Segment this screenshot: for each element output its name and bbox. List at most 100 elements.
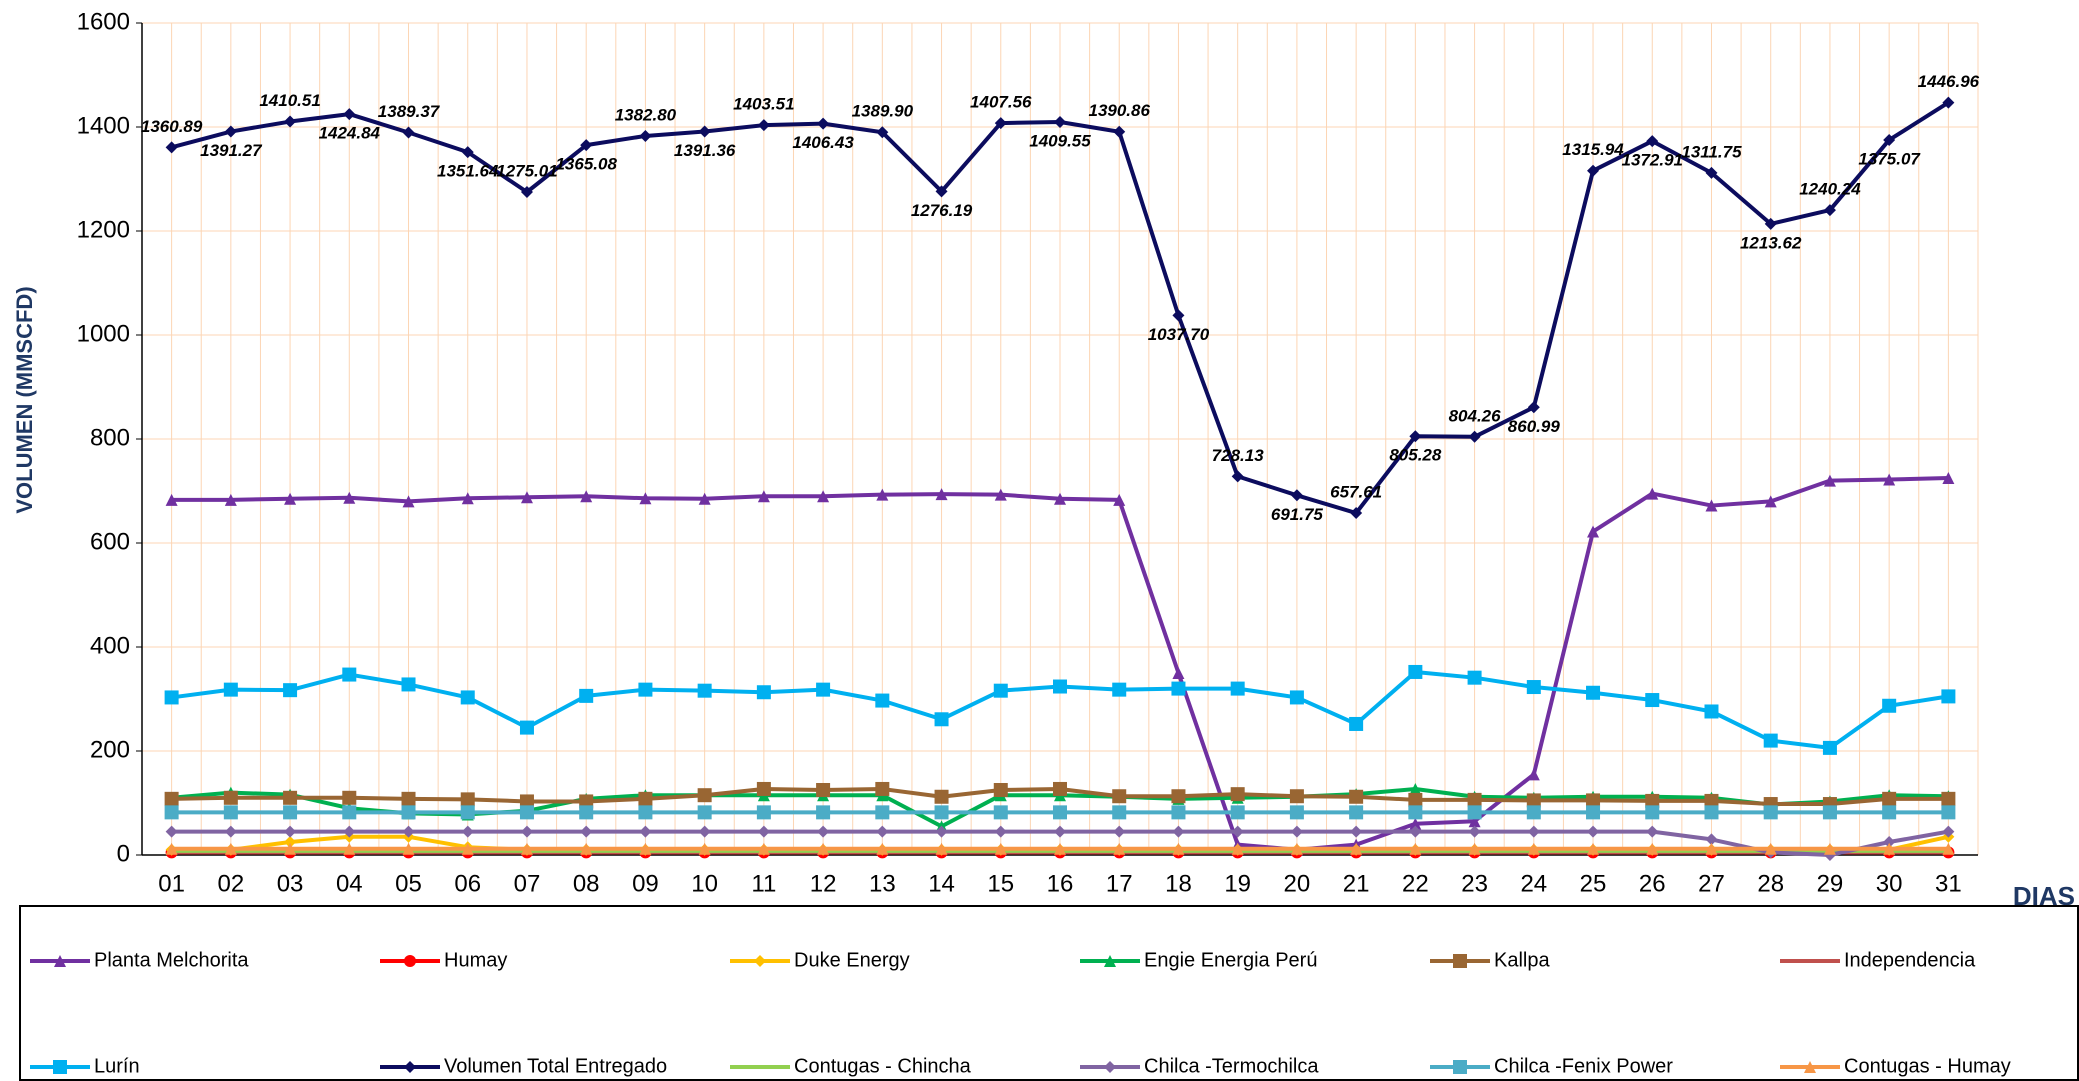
data-point (223, 790, 238, 805)
legend-marker (1453, 954, 1467, 968)
data-point (1941, 805, 1956, 820)
data-point (1883, 836, 1896, 848)
data-point (876, 825, 889, 838)
x-tick-label: 23 (1461, 870, 1488, 897)
data-point (1942, 842, 1955, 855)
x-tick-label: 04 (336, 870, 363, 897)
data-point (1172, 842, 1185, 855)
data-point (520, 842, 533, 855)
data-point (1408, 664, 1423, 679)
data-point (1822, 805, 1837, 820)
data-point (1468, 842, 1481, 855)
x-tick-label: 24 (1520, 870, 1547, 897)
data-point (1468, 430, 1481, 443)
data-point (1882, 791, 1897, 806)
data-point (460, 805, 475, 820)
y-tick-label: 1400 (77, 112, 130, 139)
data-point (816, 682, 831, 697)
data-point (1113, 825, 1126, 838)
data-point (934, 712, 949, 727)
data-point (580, 139, 593, 152)
data-point (461, 492, 474, 505)
data-label: 1276.19 (911, 201, 973, 220)
data-point (1823, 474, 1836, 487)
data-point (638, 805, 653, 820)
y-tick-label: 200 (90, 736, 130, 763)
data-point (756, 685, 771, 700)
data-point (580, 490, 593, 503)
data-point (934, 789, 949, 804)
data-label: 1406.43 (792, 133, 854, 152)
data-point (343, 842, 356, 855)
data-point (1290, 842, 1303, 855)
data-label: 1382.80 (615, 105, 677, 124)
data-point (1645, 805, 1660, 820)
y-tick-label: 1000 (77, 320, 130, 347)
data-point (935, 825, 948, 838)
data-point (993, 783, 1008, 797)
data-label: 1275.01 (496, 161, 557, 180)
data-point (1054, 116, 1066, 129)
data-label: 1389.37 (378, 102, 441, 121)
data-point (284, 492, 297, 505)
data-point (580, 842, 593, 855)
data-point (994, 488, 1007, 501)
data-point (1409, 817, 1422, 830)
data-point (343, 491, 356, 504)
data-point (816, 805, 831, 820)
x-tick-label: 19 (1224, 870, 1251, 897)
data-point (1349, 805, 1364, 820)
data-point (1763, 733, 1778, 748)
data-point (401, 791, 416, 806)
data-point (1289, 789, 1304, 804)
legend-label: Volumen Total Entregado (444, 1055, 667, 1077)
data-point (698, 125, 711, 138)
data-point (638, 682, 653, 697)
x-tick-label: 03 (277, 870, 304, 897)
data-point (1527, 401, 1540, 414)
data-point (757, 490, 770, 503)
x-tick-label: 29 (1817, 870, 1844, 897)
x-tick-label: 17 (1106, 870, 1133, 897)
data-point (1586, 793, 1601, 808)
legend-marker (1104, 1061, 1116, 1073)
data-point (1171, 681, 1186, 696)
legend-label: Contugas - Humay (1844, 1055, 2011, 1077)
data-point (283, 683, 298, 698)
data-label: 805.28 (1389, 446, 1442, 465)
data-point (875, 805, 890, 820)
data-point (698, 825, 711, 838)
data-label: 860.99 (1508, 417, 1561, 436)
data-point (284, 115, 297, 128)
data-point (461, 842, 474, 855)
data-point (402, 495, 415, 508)
legend-marker (404, 955, 416, 967)
data-point (876, 126, 889, 139)
data-point (1646, 825, 1659, 838)
legend-label: Lurín (94, 1055, 140, 1077)
data-point (579, 794, 594, 809)
data-point (817, 490, 830, 503)
data-point (1054, 492, 1066, 505)
legend-marker (54, 955, 66, 967)
data-point (1054, 825, 1066, 838)
x-tick-label: 11 (751, 870, 776, 897)
data-label: 1365.08 (555, 155, 617, 174)
data-point (1587, 842, 1600, 855)
data-point (1527, 825, 1540, 838)
data-point (1112, 805, 1127, 820)
data-point (165, 493, 178, 506)
x-tick-label: 06 (454, 870, 481, 897)
x-tick-label: 13 (869, 870, 896, 897)
data-point (1349, 789, 1364, 804)
data-point (875, 781, 890, 796)
legend-marker (1804, 1061, 1816, 1073)
data-point (1350, 842, 1363, 855)
data-point (165, 825, 178, 838)
data-label: 1424.84 (319, 124, 381, 143)
data-point (1408, 792, 1423, 807)
data-label: 1372.91 (1622, 151, 1683, 170)
x-tick-label: 26 (1639, 870, 1666, 897)
data-point (1171, 805, 1186, 820)
data-point (1526, 805, 1541, 820)
